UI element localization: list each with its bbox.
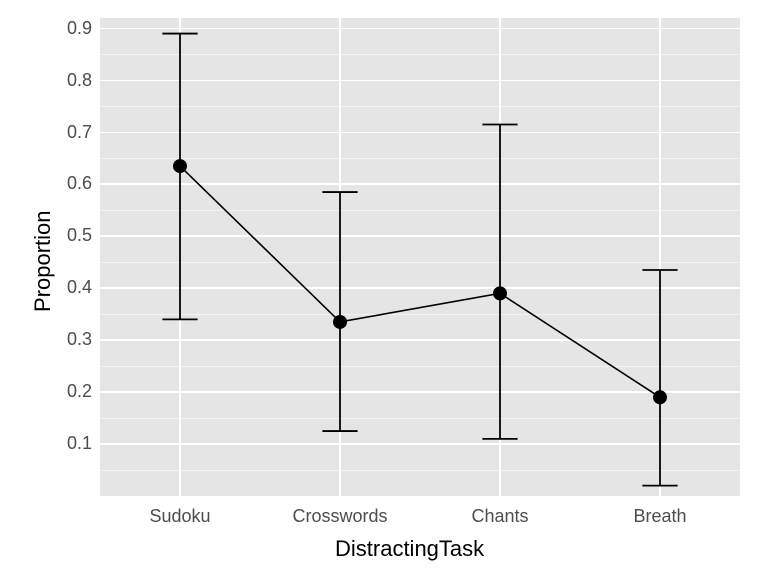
y-tick-label: 0.7 — [67, 122, 92, 143]
y-tick-label: 0.2 — [67, 381, 92, 402]
x-axis-title: DistractingTask — [335, 536, 484, 562]
y-axis-title: Proportion — [30, 210, 56, 312]
chart-container: 0.1 0.2 0.3 0.4 0.5 0.6 0.7 0.8 0.9 Sudoku Crossw… — [0, 0, 768, 576]
y-tick-label: 0.4 — [67, 277, 92, 298]
y-tick-label: 0.5 — [67, 225, 92, 246]
data-point — [173, 159, 187, 173]
y-tick-label: 0.6 — [67, 173, 92, 194]
y-tick-label: 0.1 — [67, 433, 92, 454]
x-tick-label: Sudoku — [110, 506, 250, 527]
x-tick-label: Crosswords — [270, 506, 410, 527]
data-point — [333, 315, 347, 329]
data-point — [653, 390, 667, 404]
x-tick-label: Breath — [590, 506, 730, 527]
x-tick-label: Chants — [430, 506, 570, 527]
series-line — [180, 166, 660, 397]
y-tick-label: 0.9 — [67, 18, 92, 39]
y-tick-label: 0.3 — [67, 329, 92, 350]
y-tick-label: 0.8 — [67, 70, 92, 91]
data-point — [493, 286, 507, 300]
chart-svg — [0, 0, 768, 576]
